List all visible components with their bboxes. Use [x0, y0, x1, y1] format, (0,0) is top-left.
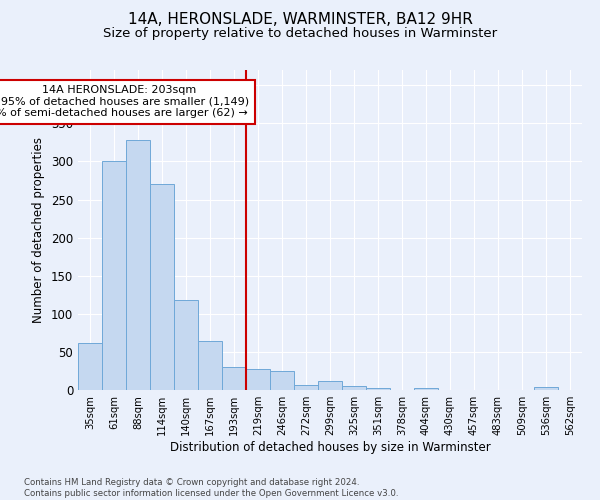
- Bar: [366, 388, 390, 390]
- Bar: [342, 386, 366, 390]
- Bar: [198, 341, 222, 390]
- Bar: [294, 384, 318, 390]
- Bar: [246, 370, 270, 390]
- Bar: [534, 387, 558, 390]
- Bar: [150, 184, 174, 390]
- Text: 14A, HERONSLADE, WARMINSTER, BA12 9HR: 14A, HERONSLADE, WARMINSTER, BA12 9HR: [128, 12, 472, 28]
- Bar: [126, 140, 150, 390]
- Bar: [102, 162, 126, 390]
- Text: 14A HERONSLADE: 203sqm
← 95% of detached houses are smaller (1,149)
5% of semi-d: 14A HERONSLADE: 203sqm ← 95% of detached…: [0, 85, 250, 118]
- Bar: [222, 367, 246, 390]
- X-axis label: Distribution of detached houses by size in Warminster: Distribution of detached houses by size …: [170, 441, 490, 454]
- Text: Size of property relative to detached houses in Warminster: Size of property relative to detached ho…: [103, 28, 497, 40]
- Text: Contains HM Land Registry data © Crown copyright and database right 2024.
Contai: Contains HM Land Registry data © Crown c…: [24, 478, 398, 498]
- Bar: [78, 343, 102, 390]
- Bar: [174, 300, 198, 390]
- Bar: [414, 388, 438, 390]
- Bar: [270, 371, 294, 390]
- Bar: [318, 381, 342, 390]
- Y-axis label: Number of detached properties: Number of detached properties: [32, 137, 46, 323]
